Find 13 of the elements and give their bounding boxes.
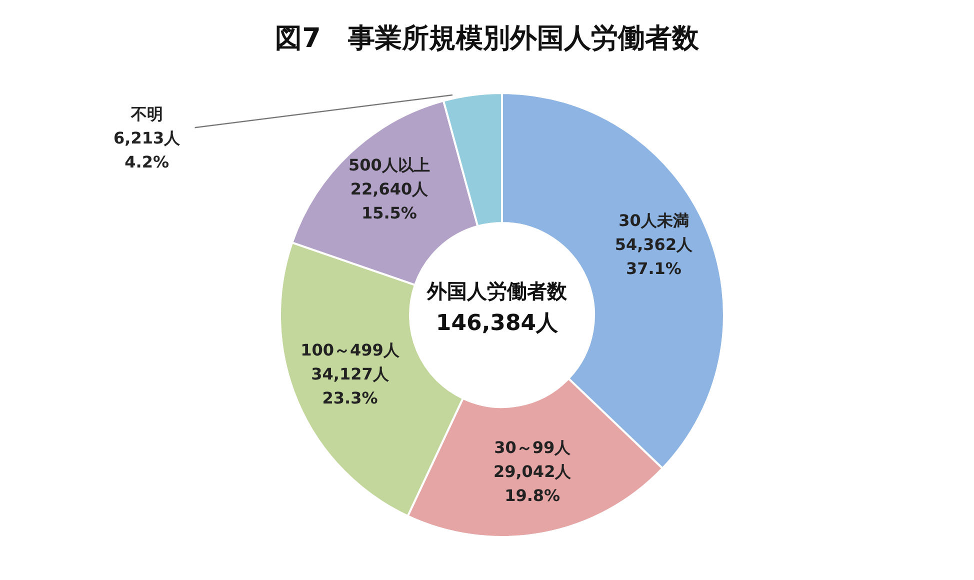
data-label: 54,362人 37.1% (614, 235, 694, 278)
slice-label: 100～499人 (300, 340, 400, 360)
data-label: 22,640人 15.5% (350, 180, 430, 223)
slice-label: 500人以上 (348, 156, 430, 175)
data-label: 29,042人 19.8% (493, 462, 572, 506)
slice-label: 不明 (130, 104, 163, 124)
text: 146,384人 (436, 311, 560, 336)
text: 外国人労働者数 (426, 279, 568, 303)
slice-label: 30～99人 (494, 438, 572, 458)
chart-title: 図7 事業所規模別外国人労働者数 (274, 22, 700, 56)
data-label: 34,127人 23.3% (311, 364, 390, 408)
slice-label: 30人未満 (618, 211, 689, 230)
data-label: 6,213人 4.2% (113, 128, 182, 172)
